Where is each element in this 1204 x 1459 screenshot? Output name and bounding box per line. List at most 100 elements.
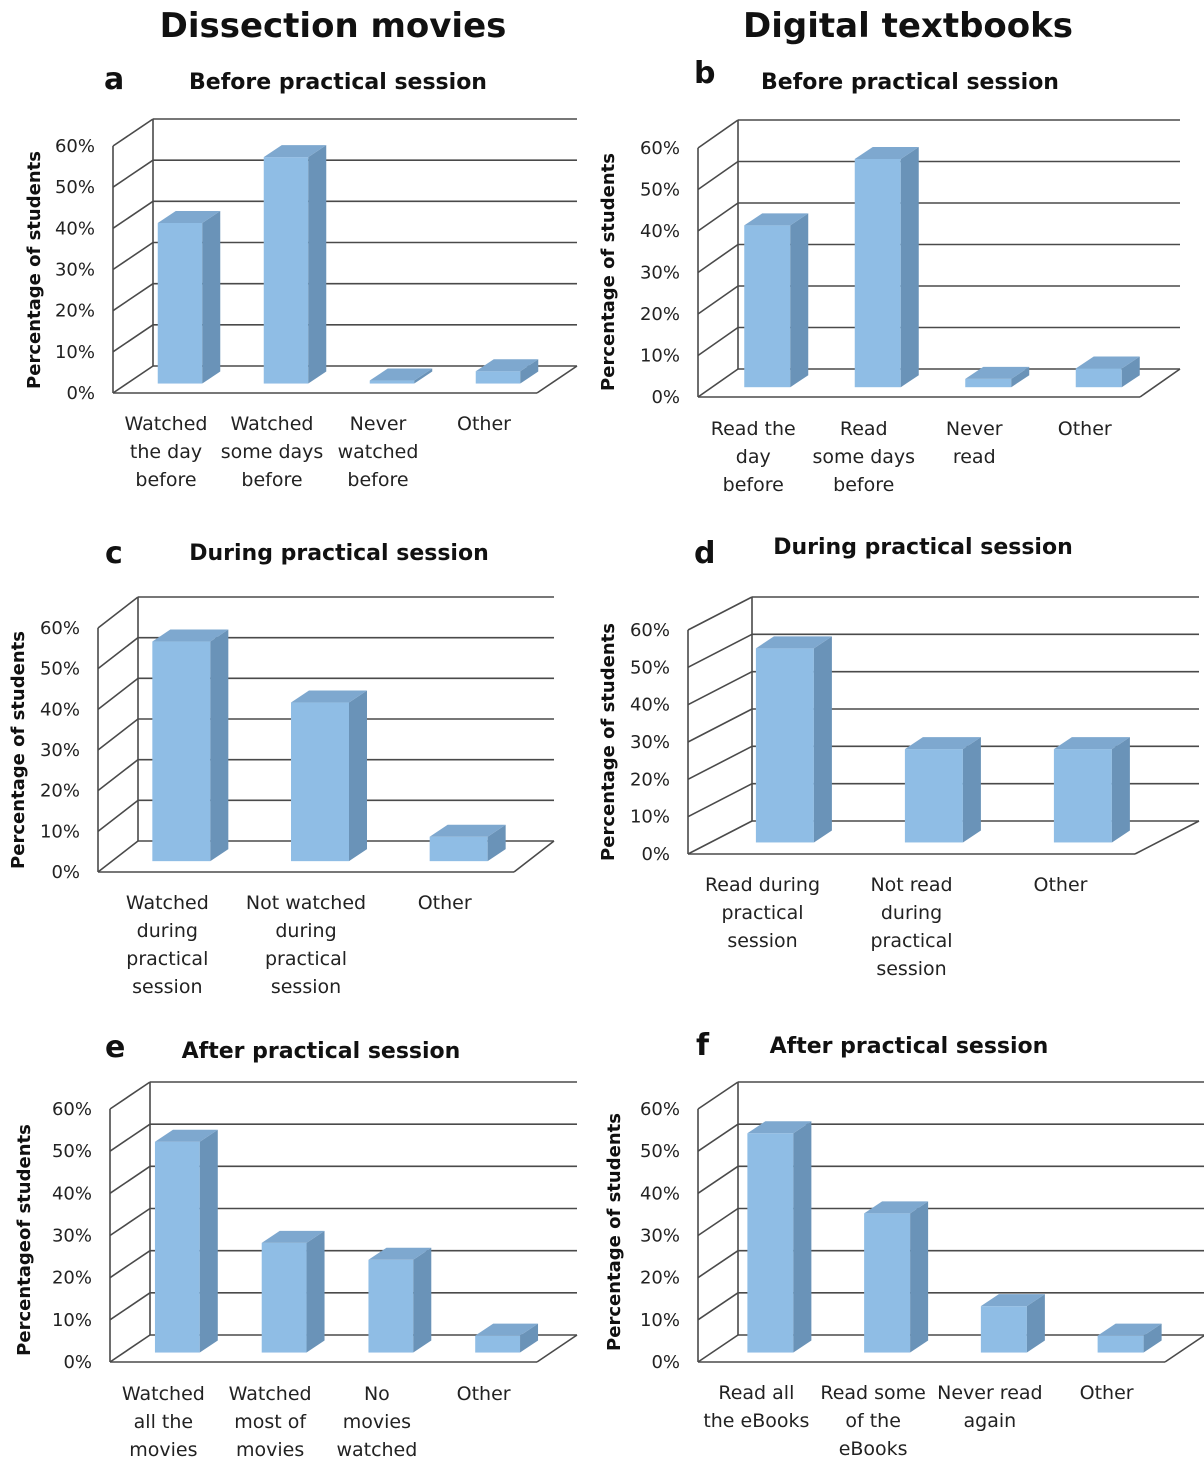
- bar-side: [900, 146, 919, 388]
- bar-top: [152, 629, 229, 642]
- bar-side: [202, 211, 221, 384]
- bar-front: [291, 702, 349, 862]
- gridline-depth: [112, 365, 154, 394]
- bar-top: [1053, 737, 1130, 750]
- bar: [263, 145, 327, 384]
- bar-side: [962, 737, 981, 843]
- bar: [291, 690, 367, 862]
- bar-side: [793, 1121, 812, 1353]
- panel-title: After practical session: [182, 1039, 461, 1064]
- y-tick-label: 50%: [55, 177, 95, 198]
- y-tick-label: 60%: [52, 1099, 92, 1120]
- y-tick-label: 0%: [66, 383, 95, 404]
- y-tick-label: 40%: [52, 1183, 92, 1204]
- bar-top: [744, 213, 809, 226]
- bar-front: [1075, 368, 1122, 388]
- panel-title: After practical session: [770, 1034, 1049, 1059]
- category-label: Watched: [229, 1383, 312, 1405]
- bar-top: [154, 1129, 218, 1142]
- y-axis-label: Percentage of students: [24, 151, 45, 389]
- y-tick-label: 0%: [651, 1352, 680, 1373]
- bar: [261, 1230, 325, 1353]
- category-label: Never read: [937, 1382, 1042, 1404]
- category-label: movies: [236, 1439, 304, 1459]
- category-label: the eBooks: [703, 1410, 809, 1432]
- bar: [157, 211, 221, 384]
- bar-side: [349, 690, 367, 862]
- y-axis-label: Percentage of students: [604, 1113, 625, 1351]
- gridline-depth: [112, 118, 154, 147]
- y-tick-label: 40%: [640, 1183, 680, 1204]
- gridline-depth: [112, 200, 154, 229]
- gridline-depth: [112, 159, 154, 188]
- category-label: all the: [134, 1411, 193, 1433]
- category-label: Other: [1058, 418, 1112, 440]
- category-label: movies: [343, 1411, 411, 1433]
- panel-title: During practical session: [189, 541, 489, 566]
- bar: [429, 824, 506, 862]
- gridline-depth: [697, 160, 739, 191]
- y-tick-label: 0%: [63, 1352, 92, 1373]
- bar-top: [429, 824, 506, 837]
- bar-side: [813, 636, 832, 843]
- bar-front: [152, 641, 211, 862]
- gridline-depth: [697, 119, 739, 149]
- chart-panel-f: f After practical session 0% 10% 20% 30% 40%…: [604, 1028, 1204, 1459]
- bar: [755, 636, 832, 843]
- y-tick-label: 60%: [640, 1099, 680, 1120]
- gridline-depth: [697, 1123, 739, 1152]
- category-label: eBooks: [839, 1438, 908, 1459]
- bar: [368, 1247, 432, 1353]
- category-label: session: [132, 976, 202, 998]
- bar-side: [487, 824, 506, 862]
- bar-side: [414, 368, 433, 384]
- chart-panel-b: b Before practical session 0% 10% 20% 30% 40…: [598, 56, 1181, 496]
- category-label: Watched: [231, 413, 314, 435]
- gridline-depth: [97, 718, 139, 751]
- bar-side: [520, 1323, 539, 1353]
- category-label: Not read: [870, 874, 952, 896]
- y-axis-label: Percentage of students: [598, 623, 619, 861]
- category-label: Never: [946, 418, 1003, 440]
- gridline-depth: [109, 1123, 151, 1152]
- bar: [152, 629, 229, 862]
- panel-letter: a: [104, 62, 124, 97]
- bar-side: [910, 1201, 929, 1353]
- category-label: Read the: [711, 418, 796, 440]
- bar-top: [263, 145, 327, 158]
- gridline-depth: [697, 368, 739, 398]
- bar-front: [755, 648, 814, 843]
- y-axis-label: Percentageof students: [14, 1124, 35, 1356]
- bar-top: [1097, 1323, 1162, 1336]
- y-tick-label: 20%: [630, 769, 670, 790]
- bar: [744, 213, 809, 388]
- bar: [747, 1121, 812, 1353]
- category-label: some days: [221, 441, 324, 463]
- category-label: watched: [336, 1439, 417, 1459]
- bar-front: [747, 1133, 794, 1353]
- y-tick-label: 50%: [630, 657, 670, 678]
- y-tick-label: 50%: [640, 180, 680, 201]
- bar-side: [1143, 1323, 1162, 1353]
- chart-panel-c: c During practical session 0% 10% 20% 30% 40…: [8, 536, 555, 998]
- bar: [965, 366, 1030, 388]
- bar-top: [864, 1201, 929, 1214]
- bar-side: [413, 1247, 432, 1353]
- bar: [475, 1323, 539, 1353]
- bar: [980, 1294, 1045, 1353]
- bar: [904, 737, 981, 843]
- gridline-depth: [687, 633, 753, 669]
- category-label: before: [833, 474, 894, 496]
- y-tick-label: 60%: [55, 136, 95, 157]
- y-tick-label: 10%: [640, 346, 680, 367]
- y-tick-label: 20%: [40, 781, 80, 802]
- bar-side: [1011, 366, 1030, 388]
- bar-front: [261, 1242, 307, 1353]
- bar-top: [904, 737, 981, 750]
- gridline-depth: [112, 241, 154, 271]
- gridline-depth: [697, 1165, 739, 1194]
- category-label: Not watched: [246, 892, 366, 914]
- category-label: some days: [812, 446, 915, 468]
- category-label: practical: [721, 902, 803, 924]
- bar: [475, 359, 539, 384]
